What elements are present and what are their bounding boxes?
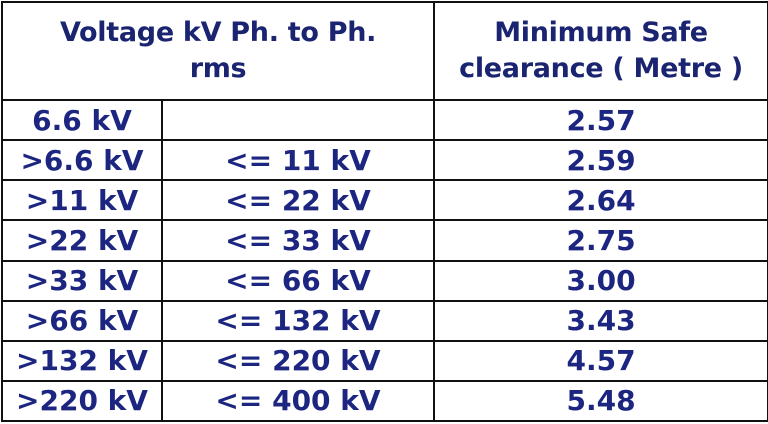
table-cell: 2.57 <box>433 98 768 142</box>
table-cell: 2.64 <box>433 179 768 222</box>
table-row: >11 kV <= 22 kV 2.64 <box>1 179 768 222</box>
table-cell: 5.48 <box>433 379 768 423</box>
table-cell: >11 kV <box>1 179 163 222</box>
table-cell: 2.59 <box>433 139 768 182</box>
table-header: Voltage kV Ph. to Ph. rms Minimum Safe c… <box>0 1 768 101</box>
table-row: 6.6 kV 2.57 <box>1 98 768 142</box>
table-cell: >22 kV <box>1 219 163 262</box>
header-row: Voltage kV Ph. to Ph. rms Minimum Safe c… <box>0 1 768 101</box>
table-cell: >6.6 kV <box>1 139 163 182</box>
table-row: >220 kV <= 400 kV 5.48 <box>1 379 768 423</box>
table-cell: 4.57 <box>433 339 768 382</box>
table-cell: >220 kV <box>1 379 163 423</box>
table-cell: 2.75 <box>433 219 768 262</box>
table-cell: <= 132 kV <box>160 299 436 342</box>
table-row: >22 kV <= 33 kV 2.75 <box>1 219 768 262</box>
header-cell: Minimum Safe clearance ( Metre ) <box>433 1 768 101</box>
table-cell <box>160 98 436 142</box>
table-cell: <= 66 kV <box>160 259 436 302</box>
table-cell: <= 400 kV <box>160 379 436 423</box>
header-line: Minimum Safe <box>494 17 708 48</box>
header-cell: Voltage kV Ph. to Ph. rms <box>0 1 436 101</box>
table-row: >66 kV <= 132 kV 3.43 <box>1 299 768 342</box>
table-row: >6.6 kV <= 11 kV 2.59 <box>1 139 768 182</box>
table-cell: >132 kV <box>1 339 163 382</box>
table-cell: >33 kV <box>1 259 163 302</box>
table-cell: 6.6 kV <box>1 98 163 142</box>
table-body: 6.6 kV 2.57 >6.6 kV <= 11 kV 2.59 >11 kV <= 22… <box>1 98 768 423</box>
header-line: clearance ( Metre ) <box>459 53 743 84</box>
header-line: rms <box>189 53 247 84</box>
table-cell: 3.00 <box>433 259 768 302</box>
table-cell: <= 22 kV <box>160 179 436 222</box>
table-cell: >66 kV <box>1 299 163 342</box>
table-cell: <= 11 kV <box>160 139 436 182</box>
table-row: >132 kV <= 220 kV 4.57 <box>1 339 768 382</box>
header-line: Voltage kV Ph. to Ph. <box>59 17 377 48</box>
table-row: >33 kV <= 66 kV 3.00 <box>1 259 768 302</box>
table-cell: <= 33 kV <box>160 219 436 262</box>
table-cell: <= 220 kV <box>160 339 436 382</box>
table-cell: 3.43 <box>433 299 768 342</box>
